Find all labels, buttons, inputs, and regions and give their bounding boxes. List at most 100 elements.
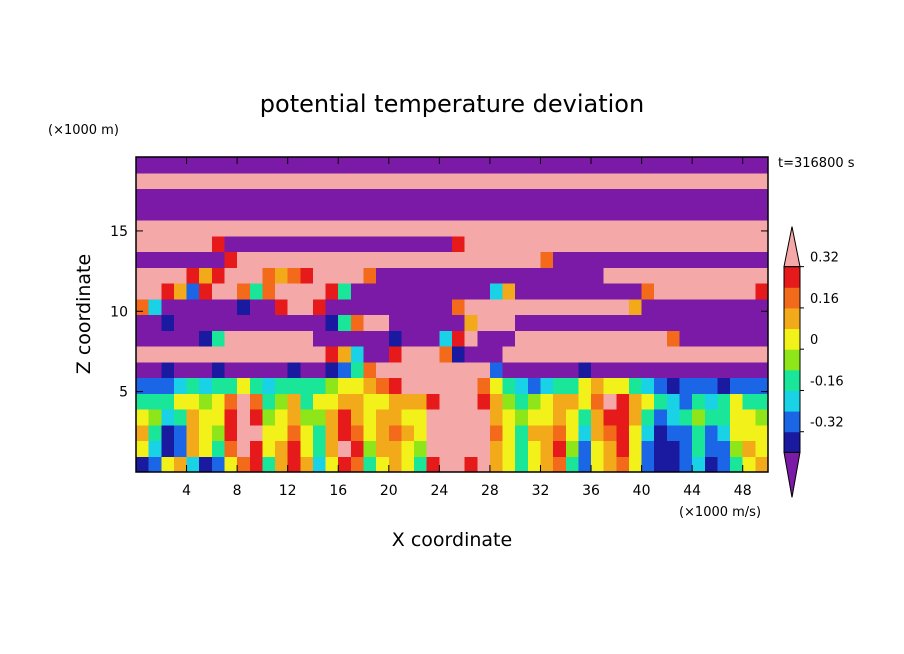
contour-cell <box>376 251 390 268</box>
contour-cell <box>515 456 529 472</box>
contour-cell <box>325 172 339 190</box>
contour-cell <box>161 346 175 363</box>
contour-cell <box>591 251 605 268</box>
contour-cell <box>591 393 605 410</box>
contour-cell <box>641 172 655 190</box>
contour-cell <box>325 220 339 237</box>
contour-cell <box>186 235 200 253</box>
contour-cell <box>161 424 175 442</box>
contour-cell <box>666 204 681 221</box>
contour-cell <box>224 172 238 190</box>
contour-cell <box>553 251 567 268</box>
contour-cell <box>136 220 150 237</box>
contour-cell <box>262 377 276 394</box>
contour-cell <box>603 456 617 472</box>
contour-cell <box>692 440 706 457</box>
contour-cell <box>199 440 213 457</box>
contour-cell <box>666 235 681 253</box>
contour-cell <box>325 330 339 347</box>
contour-cell <box>148 377 162 394</box>
contour-cell <box>388 251 402 268</box>
contour-cell <box>502 424 516 442</box>
contour-cell <box>186 267 200 284</box>
contour-cell <box>628 172 643 190</box>
contour-cell <box>755 298 768 316</box>
contour-cell <box>249 220 263 237</box>
contour-cell <box>211 298 225 316</box>
contour-cell <box>755 267 768 284</box>
contour-cell <box>553 157 567 174</box>
contour-cell <box>603 298 617 316</box>
contour-cell <box>363 456 377 472</box>
contour-cell <box>363 361 377 379</box>
contour-cell <box>262 298 276 316</box>
contour-cell <box>565 440 579 457</box>
contour-cell <box>136 361 150 379</box>
contour-cell <box>591 172 605 190</box>
contour-cell <box>136 172 150 190</box>
contour-cell <box>452 172 466 190</box>
contour-cell <box>553 220 567 237</box>
contour-cell <box>540 298 554 316</box>
contour-cell <box>654 283 668 300</box>
colorbar-frame <box>783 266 801 453</box>
contour-cell <box>578 172 592 190</box>
contour-cell <box>249 424 263 442</box>
contour-cell <box>325 298 339 316</box>
contour-cell <box>717 235 731 253</box>
contour-cell <box>312 440 327 457</box>
contour-cell <box>199 157 213 174</box>
contour-cell <box>376 346 390 363</box>
contour-cell <box>262 456 276 472</box>
contour-cell <box>136 298 150 316</box>
contour-cell <box>591 283 605 300</box>
contour-cell <box>173 267 188 284</box>
contour-cell <box>237 298 251 316</box>
contour-cell <box>312 424 327 442</box>
contour-cell <box>565 172 579 190</box>
contour-cell <box>275 283 289 300</box>
contour-cell <box>173 377 188 394</box>
contour-cell <box>161 330 175 347</box>
contour-cell <box>603 346 617 363</box>
y-tick-label: 5 <box>119 385 128 401</box>
contour-cell <box>161 361 175 379</box>
contour-cell <box>641 393 655 410</box>
contour-cell <box>186 298 200 316</box>
colorbar: -0.32 -0.16 0 0.16 0.32 <box>783 226 844 498</box>
contour-cell <box>502 283 516 300</box>
contour-cell <box>262 172 276 190</box>
contour-cell <box>666 157 681 174</box>
contour-cell <box>515 440 529 457</box>
contour-cell <box>540 283 554 300</box>
contour-cell <box>350 283 365 300</box>
contour-cell <box>325 424 339 442</box>
contour-cell <box>338 314 352 331</box>
contour-cell <box>300 314 314 331</box>
contour-cell <box>186 251 200 268</box>
contour-cell <box>755 377 768 394</box>
contour-cell <box>211 220 225 237</box>
contour-cell <box>591 314 605 331</box>
contour-cell <box>199 361 213 379</box>
contour-cell <box>692 393 706 410</box>
contour-cell <box>616 330 630 347</box>
contour-cell <box>540 377 554 394</box>
contour-cell <box>553 456 567 472</box>
contour-cell <box>489 235 504 253</box>
contour-cell <box>591 188 605 205</box>
contour-cell <box>287 346 301 363</box>
contour-cell <box>515 157 529 174</box>
contour-cell <box>161 188 175 205</box>
contour-cell <box>452 330 466 347</box>
contour-cell <box>237 456 251 472</box>
contour-cell <box>439 346 453 363</box>
contour-cell <box>363 298 377 316</box>
contour-cell <box>502 251 516 268</box>
plot-frame <box>135 156 769 473</box>
contour-cell <box>553 361 567 379</box>
contour-cell <box>755 172 768 190</box>
contour-cell <box>666 393 681 410</box>
contour-cell <box>199 377 213 394</box>
contour-cell <box>300 220 314 237</box>
